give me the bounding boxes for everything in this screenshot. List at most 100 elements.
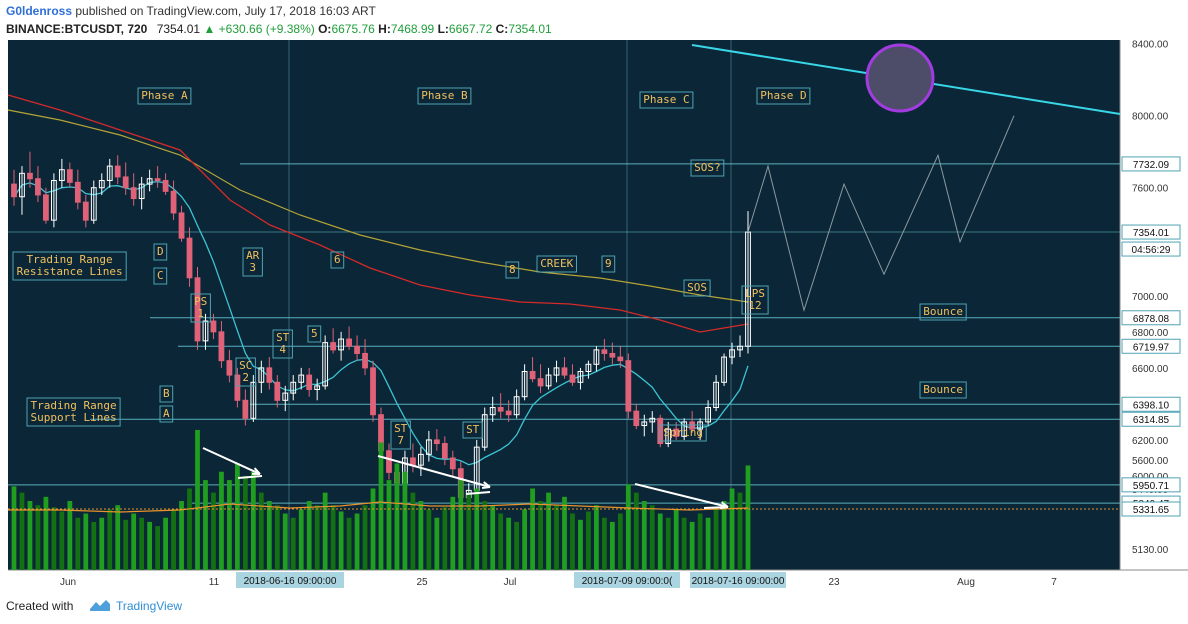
volume-arrow-1-head bbox=[251, 467, 261, 475]
candle-body bbox=[170, 190, 177, 214]
volume-bar bbox=[570, 513, 575, 570]
annotation-sos: SOS bbox=[687, 281, 707, 294]
annotation-st-4-box bbox=[272, 329, 293, 359]
annotation-sc: 2 bbox=[242, 371, 249, 384]
candle-body bbox=[410, 457, 416, 466]
created-with-text: Created with bbox=[6, 599, 74, 613]
volume-bar bbox=[458, 480, 464, 570]
bounce-upper-note-box bbox=[919, 303, 967, 321]
volume-bar bbox=[546, 492, 551, 570]
time-tick-label: 23 bbox=[828, 577, 840, 588]
volume-ma-line bbox=[8, 501, 749, 513]
last-price: 7354.01 bbox=[156, 22, 201, 36]
price-label-box bbox=[1121, 338, 1181, 354]
volume-arrow-2-head bbox=[481, 481, 491, 490]
volume-bar bbox=[338, 511, 344, 570]
candle-body bbox=[545, 374, 552, 387]
volume-bar bbox=[99, 517, 105, 570]
candle-body bbox=[354, 345, 360, 354]
high-label: H: bbox=[378, 22, 391, 36]
volume-bar bbox=[586, 511, 591, 570]
candle-body bbox=[122, 176, 129, 189]
tradingview-logo-icon bbox=[90, 600, 110, 611]
volume-bar bbox=[697, 513, 703, 570]
candle-body bbox=[106, 165, 113, 182]
volume-bar bbox=[562, 496, 567, 570]
time-tick-label: Jul bbox=[504, 577, 517, 588]
volume-bar bbox=[713, 509, 719, 570]
volume-arrow-3 bbox=[634, 483, 729, 508]
candle-body bbox=[497, 407, 504, 412]
volume-bar bbox=[362, 505, 368, 570]
annotation-ar-box bbox=[242, 247, 263, 277]
volume-bar bbox=[346, 517, 352, 570]
annotation-st-4: ST bbox=[276, 331, 290, 344]
volume-bar bbox=[514, 521, 520, 570]
volume-bar bbox=[370, 488, 376, 570]
annotation-sos-box bbox=[683, 279, 711, 297]
candle-body bbox=[66, 169, 73, 183]
candle-body bbox=[697, 421, 704, 430]
phase-d-label-box bbox=[756, 87, 811, 105]
volume-bar bbox=[538, 501, 543, 570]
annotation-c-box bbox=[153, 267, 168, 285]
price-chart[interactable]: 8400.00 8000.00 7600.00 7000.00 6800.00 6600.… bbox=[0, 40, 1188, 592]
price-label: 04:56:29 bbox=[1132, 245, 1171, 256]
volume-bar bbox=[258, 492, 264, 570]
candle-body bbox=[50, 180, 57, 221]
annotation-6-box bbox=[330, 251, 345, 269]
volume-bar bbox=[506, 517, 512, 570]
candle-body bbox=[290, 381, 297, 394]
candle-body bbox=[186, 237, 193, 279]
author-link[interactable]: G0ldenross bbox=[6, 4, 73, 18]
candle-body bbox=[681, 421, 688, 437]
volume-bar bbox=[466, 492, 472, 570]
price-label-box bbox=[1121, 310, 1181, 326]
volume-bar bbox=[19, 492, 25, 570]
candle-body bbox=[449, 457, 456, 470]
candle-body bbox=[19, 172, 25, 198]
bounce-lower-note-box bbox=[919, 381, 967, 399]
annotation-b: B bbox=[163, 387, 170, 400]
volume-bar bbox=[115, 505, 121, 570]
candle-body bbox=[425, 439, 432, 455]
price-tick-label: 7600.00 bbox=[1132, 184, 1169, 195]
volume-bar bbox=[234, 463, 240, 570]
volume-bar bbox=[378, 442, 384, 570]
candle-body bbox=[417, 453, 424, 466]
candle-body bbox=[154, 178, 161, 182]
tradingview-link[interactable]: TradingView bbox=[116, 599, 183, 613]
volume-bar bbox=[107, 509, 113, 570]
volume-bar bbox=[609, 521, 615, 570]
candle-body bbox=[561, 367, 568, 376]
price-tick-label: 5600.00 bbox=[1132, 456, 1169, 467]
time-tick-label: Aug bbox=[957, 577, 975, 588]
annotation-ps: 1 bbox=[197, 307, 204, 320]
price-label: 7732.09 bbox=[1133, 160, 1170, 171]
price-label: 6719.97 bbox=[1133, 342, 1170, 353]
low-value: 6667.72 bbox=[448, 22, 493, 36]
price-label: 5950.71 bbox=[1133, 481, 1170, 492]
ma-slow-line bbox=[7, 109, 749, 303]
symbol-label[interactable]: BINANCE:BTCUSDT, 720 bbox=[6, 22, 148, 36]
candle-body bbox=[737, 345, 743, 351]
candle-body bbox=[729, 349, 735, 358]
annotation-8-box bbox=[505, 261, 520, 279]
candle-body bbox=[649, 417, 656, 423]
candle-body bbox=[433, 439, 440, 445]
candle-body bbox=[250, 381, 257, 419]
volume-bar bbox=[745, 465, 751, 570]
annotation-ar: 3 bbox=[249, 261, 256, 274]
candle-body bbox=[194, 277, 201, 342]
volume-arrow-2 bbox=[377, 455, 491, 488]
volume-bar bbox=[227, 480, 232, 570]
volume-bar bbox=[203, 480, 208, 570]
annotation-spring-box bbox=[659, 424, 707, 442]
candle-body bbox=[705, 407, 712, 423]
volume-bar bbox=[250, 471, 256, 570]
annotation-b-box bbox=[159, 385, 174, 403]
price-label: 6878.08 bbox=[1133, 314, 1170, 325]
price-label-box bbox=[1121, 411, 1181, 427]
volume-bar bbox=[314, 505, 320, 570]
up-arrow-icon: ▲ bbox=[203, 22, 216, 36]
